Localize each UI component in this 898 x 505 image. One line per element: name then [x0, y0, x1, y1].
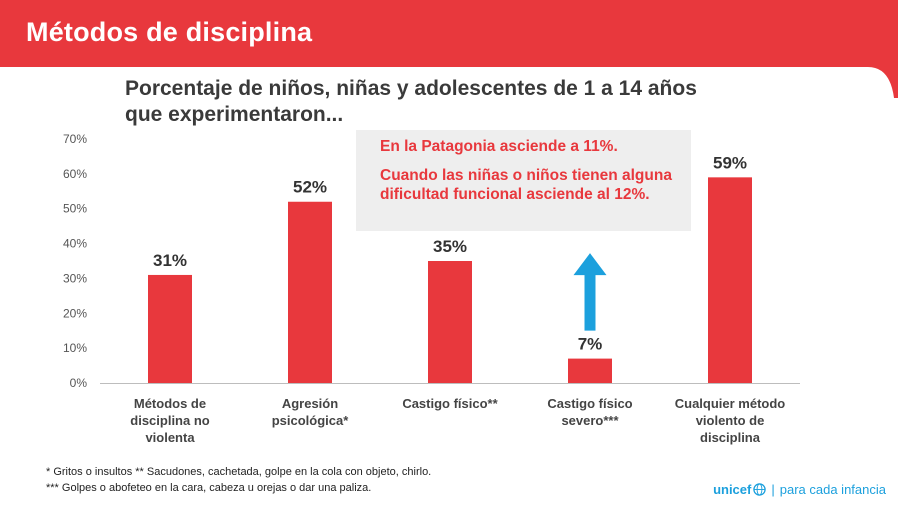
bar [568, 358, 612, 383]
bar [708, 177, 752, 383]
data-label: 52% [293, 178, 327, 197]
note-box: En la Patagonia asciende a 11%. Cuando l… [356, 130, 691, 231]
y-tick-label: 30% [63, 271, 87, 285]
data-label: 35% [433, 237, 467, 256]
x-tick-label: Métodos de disciplina no violenta [130, 396, 210, 445]
unicef-globe-icon [753, 483, 767, 496]
y-tick-label: 50% [63, 202, 87, 216]
note-line-1: En la Patagonia asciende a 11%. [380, 138, 618, 155]
brand-name: unicef [713, 482, 752, 497]
x-tick-label: Cualquier método violento de disciplina [675, 396, 786, 445]
header-curl-decoration [748, 0, 898, 98]
x-tick-label: Castigo físico** [402, 396, 498, 411]
footnote-2: *** Golpes o abofeteo en la cara, cabeza… [46, 482, 372, 494]
y-tick-label: 70% [63, 132, 87, 146]
bar [428, 261, 472, 383]
footnote-1: * Gritos o insultos ** Sacudones, cachet… [46, 466, 432, 478]
y-tick-label: 0% [70, 376, 88, 390]
y-tick-label: 60% [63, 167, 87, 181]
y-tick-label: 10% [63, 341, 87, 355]
note-line-2: Cuando las niñas o niños tienen alguna d… [380, 167, 672, 203]
data-label: 59% [713, 153, 747, 172]
x-tick-label: Castigo físico severo*** [547, 396, 632, 428]
y-tick-label: 40% [63, 237, 87, 251]
page-title: Métodos de disciplina [26, 17, 313, 47]
unicef-brand: unicef | para cada infancia [713, 482, 886, 497]
data-label: 31% [153, 251, 187, 270]
x-tick-label: Agresión psicológica* [272, 396, 350, 428]
footnotes: * Gritos o insultos ** Sacudones, cachet… [46, 464, 431, 496]
up-arrow-icon [573, 253, 607, 331]
y-tick-label: 20% [63, 306, 87, 320]
data-label: 7% [578, 335, 603, 354]
brand-tagline: para cada infancia [779, 482, 886, 497]
brand-separator: | [771, 482, 775, 497]
bar [288, 201, 332, 383]
chart-subtitle: Porcentaje de niños, niñas y adolescente… [125, 77, 697, 126]
bar [148, 274, 192, 383]
